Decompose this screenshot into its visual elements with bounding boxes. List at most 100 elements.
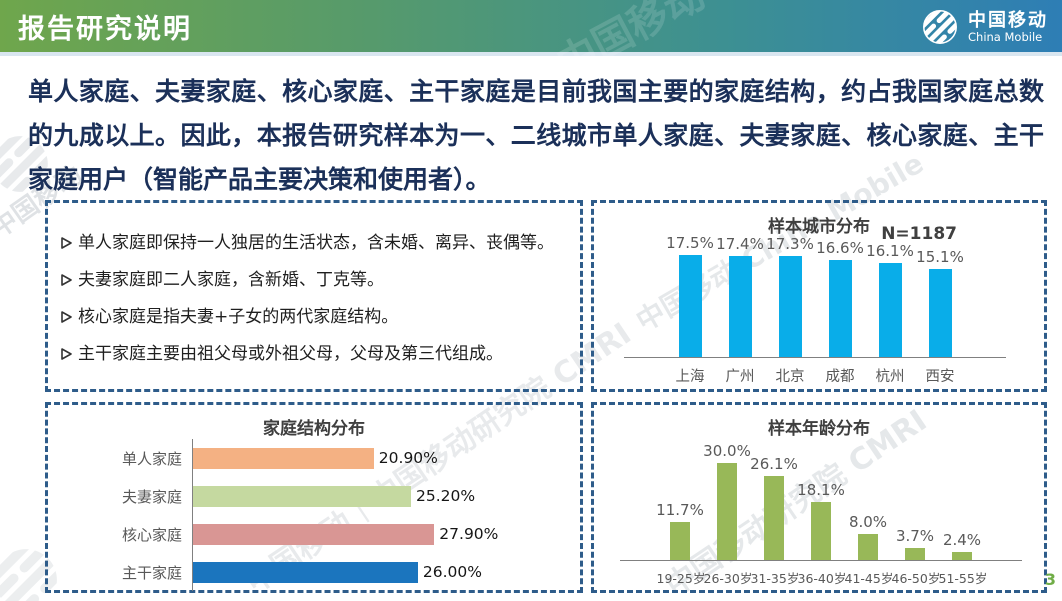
chart-column: 17.4% — [715, 229, 765, 357]
plot-area: 25.20% — [192, 477, 572, 515]
bar-46-50岁 — [905, 548, 925, 560]
bar-value-label: 27.90% — [439, 525, 499, 543]
category-label: 夫妻家庭 — [121, 487, 182, 506]
chart-column: 16.1% — [865, 229, 915, 357]
x-tick-label: 46-50岁 — [891, 571, 941, 586]
list-item: 单人家庭即保持一人独居的生活状态，含未婚、离异、丧偶等。 — [61, 231, 574, 255]
plot-area: 11.7% 30.0% 26.1% 18.1% 8.0% 3.7% 2.4% — [620, 430, 1022, 560]
definition-text: 单人家庭即保持一人独居的生活状态，含未婚、离异、丧偶等。 — [78, 233, 554, 253]
definition-text: 主干家庭主要由祖父母或外祖父母，父母及第三代组成。 — [78, 344, 503, 364]
bar-value-label: 8.0% — [848, 513, 888, 532]
chart-column: 11.7% — [656, 430, 704, 560]
panel-family-chart: 家庭结构分布 单人家庭 20.90% 夫妻家庭 25.20% 核心家庭 27.90% 主干家… — [45, 402, 583, 593]
bar-value-label: 11.7% — [656, 501, 704, 520]
x-tick-label: 19-25岁 — [656, 571, 706, 586]
logo-text-en: China Mobile — [968, 29, 1043, 44]
chart-column: 18.1% — [797, 430, 845, 560]
x-tick-label: 成都 — [825, 369, 855, 385]
page-number: 3 — [1044, 570, 1056, 589]
chart-column: 3.7% — [892, 430, 939, 560]
x-tick-label: 51-55岁 — [938, 571, 988, 586]
plot-area: 20.90% — [192, 439, 572, 477]
x-axis — [620, 560, 1022, 561]
bar-value-label: 16.6% — [816, 239, 864, 258]
bar-value-label: 25.20% — [416, 487, 476, 505]
bar-北京 — [778, 256, 802, 357]
list-item: 夫妻家庭即二人家庭，含新婚、丁克等。 — [61, 268, 574, 292]
bar-value-label: 17.4% — [716, 234, 764, 253]
panel-definitions: 单人家庭即保持一人独居的生活状态，含未婚、离异、丧偶等。 夫妻家庭即二人家庭，含… — [45, 200, 583, 392]
bar-26-30岁 — [717, 463, 737, 560]
bar-value-label: 20.90% — [378, 449, 438, 467]
bar-广州 — [728, 255, 752, 357]
list-item: 主干家庭主要由祖父母或外祖父母，父母及第三代组成。 — [61, 342, 574, 366]
x-tick-label: 上海 — [675, 369, 705, 385]
chart-column: 15.1% — [915, 229, 965, 357]
x-tick-label: 36-40岁 — [797, 571, 847, 586]
definition-text: 夫妻家庭即二人家庭，含新婚、丁克等。 — [78, 270, 384, 290]
chart-row: 核心家庭 27.90% — [64, 515, 572, 553]
category-label: 核心家庭 — [121, 525, 182, 544]
chart-row: 夫妻家庭 25.20% — [64, 477, 572, 515]
plot-area: 17.5% 17.4% 17.3% 16.6% 16.1% 15.1% — [624, 229, 1006, 357]
bar-36-40岁 — [811, 501, 831, 560]
x-tick-label: 西安 — [925, 369, 955, 385]
chart-column: 16.6% — [815, 229, 865, 357]
bar-value-label: 26.1% — [750, 454, 798, 473]
x-tick-label: 31-35岁 — [750, 571, 800, 586]
logo-text-cn: 中国移动 — [968, 9, 1048, 31]
sample-size-label: N=1187 — [881, 224, 957, 244]
bar-51-55岁 — [952, 552, 972, 560]
family-structure-bar-chart: 单人家庭 20.90% 夫妻家庭 25.20% 核心家庭 27.90% 主干家庭 26.00% — [64, 439, 572, 591]
bar-value-label: 30.0% — [703, 442, 751, 461]
x-tick-label: 杭州 — [875, 369, 905, 385]
chart-title: 样本城市分布 — [768, 217, 870, 237]
bar-主干家庭 — [193, 561, 418, 583]
china-mobile-logo: 中国移动 China Mobile — [919, 6, 1048, 48]
chart-column: 2.4% — [939, 430, 986, 560]
bar-41-45岁 — [858, 534, 878, 560]
bar-核心家庭 — [193, 523, 435, 545]
chart-column: 17.5% — [665, 229, 715, 357]
panel-age-chart: 样本年龄分布 11.7% 30.0% 26.1% 18.1% 8.0% 3.7% 2.4% 1… — [591, 402, 1047, 593]
header-bar: 中国移动 China Mobile 报告研究说明 中国移动 China Mobi… — [0, 0, 1062, 87]
plot-area: 27.90% — [192, 515, 572, 553]
definitions-list: 单人家庭即保持一人独居的生活状态，含未婚、离异、丧偶等。 夫妻家庭即二人家庭，含… — [61, 231, 574, 379]
bar-西安 — [928, 269, 952, 357]
panel-city-chart: 样本城市分布 N=1187 17.5% 17.4% 17.3% 16.6% 16.1% 1… — [591, 200, 1047, 392]
bar-成都 — [828, 260, 852, 357]
bar-杭州 — [878, 263, 902, 357]
chart-title: 家庭结构分布 — [263, 419, 365, 439]
city-bar-chart: 17.5% 17.4% 17.3% 16.6% 16.1% 15.1% 上海 广州 北京 成都 杭州… — [624, 229, 1006, 386]
bar-上海 — [678, 255, 702, 357]
china-mobile-logo-icon — [919, 6, 961, 48]
bar-value-label: 17.5% — [666, 234, 714, 252]
plot-area: 26.00% — [192, 553, 572, 591]
category-label: 主干家庭 — [121, 563, 182, 582]
chart-row: 主干家庭 26.00% — [64, 553, 572, 591]
bar-value-label: 15.1% — [916, 248, 964, 266]
x-tick-label: 41-45岁 — [844, 571, 894, 586]
bar-19-25岁 — [670, 522, 690, 560]
bar-夫妻家庭 — [193, 485, 411, 507]
x-tick-label: 26-30岁 — [703, 571, 753, 586]
bar-value-label: 17.3% — [766, 235, 814, 254]
arrow-bullet-icon — [61, 274, 72, 286]
chart-column: 26.1% — [750, 430, 798, 560]
age-bar-chart: 11.7% 30.0% 26.1% 18.1% 8.0% 3.7% 2.4% 19-25岁 26… — [620, 430, 1022, 587]
intro-paragraph: 单人家庭、夫妻家庭、核心家庭、主干家庭是目前我国主要的家庭结构，约占我国家庭总数… — [28, 77, 1044, 194]
x-tick-label: 北京 — [775, 369, 805, 385]
arrow-bullet-icon — [61, 237, 72, 249]
arrow-bullet-icon — [61, 311, 72, 323]
bar-value-label: 3.7% — [895, 527, 935, 545]
logo-text: 中国移动 China Mobile — [968, 9, 1048, 44]
bar-value-label: 2.4% — [942, 531, 982, 550]
bar-value-label: 16.1% — [866, 242, 914, 261]
arrow-bullet-icon — [61, 348, 72, 360]
bar-单人家庭 — [193, 447, 374, 469]
x-axis-ticks: 上海 广州 北京 成都 杭州 西安 — [624, 365, 1006, 386]
bar-value-label: 26.00% — [422, 563, 482, 581]
x-axis — [624, 357, 1006, 358]
chart-column: 17.3% — [765, 229, 815, 357]
chart-column: 8.0% — [845, 430, 892, 560]
